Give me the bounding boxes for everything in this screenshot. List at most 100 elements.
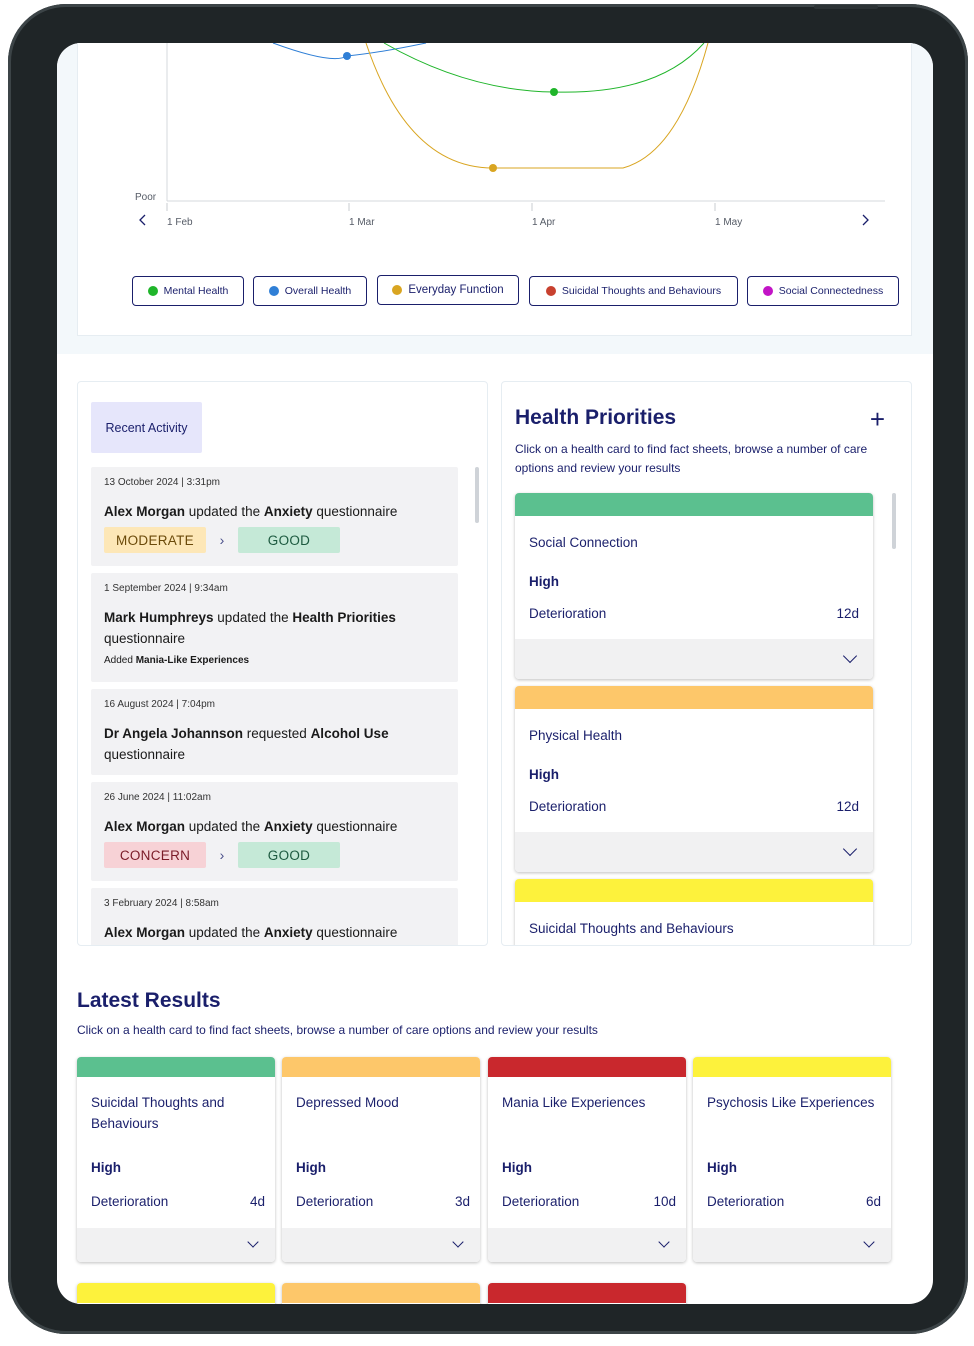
card-level: High bbox=[91, 1160, 121, 1175]
activity-item[interactable]: 1 September 2024 | 9:34am Mark Humphreys… bbox=[91, 573, 458, 682]
series-point-everyday-function bbox=[489, 164, 497, 172]
activity-item[interactable]: 3 February 2024 | 8:58am Alex Morgan upd… bbox=[91, 888, 458, 945]
legend-overall-health[interactable]: Overall Health bbox=[253, 276, 367, 306]
legend-dot-icon bbox=[268, 286, 279, 296]
legend-dot-icon bbox=[147, 286, 158, 296]
status-change: MODERATE › GOOD bbox=[104, 527, 445, 553]
series-point-mental-health bbox=[550, 88, 558, 96]
tab-recent-activity[interactable]: Recent Activity bbox=[91, 402, 202, 453]
chevron-down-icon[interactable] bbox=[658, 1236, 670, 1248]
card-footer[interactable] bbox=[515, 832, 873, 872]
result-card[interactable] bbox=[488, 1283, 686, 1304]
health-card[interactable]: Physical Health High Deterioration 12d bbox=[515, 686, 873, 872]
health-card[interactable]: Suicidal Thoughts and Behaviours bbox=[515, 879, 873, 945]
activity-text: Alex Morgan updated the Anxiety question… bbox=[104, 819, 398, 834]
card-trend: Deterioration 6d bbox=[707, 1194, 881, 1209]
chevron-right-icon[interactable] bbox=[862, 214, 869, 226]
chevron-down-icon[interactable] bbox=[452, 1236, 464, 1248]
chevron-left-icon[interactable] bbox=[139, 214, 146, 226]
x-tick-label: 1 Apr bbox=[532, 217, 556, 228]
series-line-everyday-function bbox=[365, 43, 709, 169]
trend-days: 12d bbox=[836, 799, 859, 814]
chart-section: Poor 1 Feb 1 Mar 1 Apr 1 May bbox=[57, 43, 933, 354]
activity-item[interactable]: 16 August 2024 | 7:04pm Dr Angela Johann… bbox=[91, 689, 458, 775]
health-card[interactable]: Social Connection High Deterioration 12d bbox=[515, 493, 873, 679]
card-footer[interactable] bbox=[77, 1228, 275, 1262]
legend-mental-health[interactable]: Mental Health bbox=[132, 276, 244, 306]
trend-days: 6d bbox=[865, 1194, 881, 1209]
card-level: High bbox=[529, 767, 559, 782]
trend-label: Deterioration bbox=[502, 1194, 580, 1209]
scrollbar-thumb[interactable] bbox=[475, 467, 479, 523]
trend-days: 12d bbox=[836, 606, 859, 621]
chevron-down-icon[interactable] bbox=[247, 1236, 259, 1248]
trend-days: 3d bbox=[454, 1194, 470, 1209]
activity-date: 1 September 2024 | 9:34am bbox=[104, 583, 228, 594]
chevron-down-icon[interactable] bbox=[842, 648, 858, 664]
card-name: Physical Health bbox=[529, 728, 623, 743]
trend-label: Deterioration bbox=[529, 606, 607, 621]
status-badge-from: MODERATE bbox=[104, 527, 206, 553]
result-card[interactable]: Depressed Mood High Deterioration 3d bbox=[282, 1057, 480, 1262]
chart-card: Poor 1 Feb 1 Mar 1 Apr 1 May bbox=[77, 43, 912, 336]
section-title: Health Priorities bbox=[515, 406, 677, 429]
plus-icon[interactable]: + bbox=[869, 404, 885, 434]
chevron-down-icon[interactable] bbox=[863, 1236, 875, 1248]
legend-dot-icon bbox=[762, 286, 773, 296]
legend-label: Social Connectedness bbox=[778, 285, 884, 297]
section-description: Click on a health card to find fact shee… bbox=[77, 1023, 598, 1037]
card-color-bar bbox=[693, 1057, 891, 1077]
legend-suicidal-thoughts[interactable]: Suicidal Thoughts and Behaviours bbox=[529, 276, 738, 306]
card-level: High bbox=[296, 1160, 326, 1175]
activity-text: Dr Angela Johannson requested Alcohol Us… bbox=[104, 726, 389, 762]
x-tick-label: 1 May bbox=[715, 217, 742, 228]
activity-date: 13 October 2024 | 3:31pm bbox=[104, 477, 221, 488]
trend-label: Deterioration bbox=[91, 1194, 169, 1209]
card-footer[interactable] bbox=[282, 1228, 480, 1262]
status-change: CONCERN › GOOD bbox=[104, 842, 445, 868]
legend-label: Everyday Function bbox=[408, 284, 504, 296]
section-title: Latest Results bbox=[77, 989, 221, 1012]
card-footer[interactable] bbox=[515, 639, 873, 679]
card-footer[interactable] bbox=[693, 1228, 891, 1262]
activity-item[interactable]: 26 June 2024 | 11:02am Alex Morgan updat… bbox=[91, 782, 458, 881]
activity-text: Alex Morgan updated the Anxiety question… bbox=[104, 504, 398, 519]
card-footer[interactable] bbox=[488, 1228, 686, 1262]
card-trend: Deterioration 12d bbox=[529, 799, 859, 814]
card-trend: Deterioration 10d bbox=[502, 1194, 676, 1209]
card-name: Depressed Mood bbox=[296, 1095, 399, 1110]
card-name: Mania Like Experiences bbox=[502, 1095, 646, 1110]
card-level: High bbox=[707, 1160, 737, 1175]
scrollbar-thumb[interactable] bbox=[892, 493, 896, 549]
legend-everyday-function[interactable]: Everyday Function bbox=[377, 275, 519, 305]
card-color-bar bbox=[515, 493, 873, 516]
card-color-bar bbox=[515, 879, 873, 902]
legend-label: Overall Health bbox=[284, 285, 352, 297]
activity-text: Alex Morgan updated the Anxiety question… bbox=[104, 925, 398, 940]
trend-days: 10d bbox=[653, 1194, 676, 1209]
x-tick-label: 1 Feb bbox=[167, 217, 193, 228]
result-card[interactable]: Mania Like Experiences High Deterioratio… bbox=[488, 1057, 686, 1262]
legend-social-connectedness[interactable]: Social Connectedness bbox=[747, 276, 899, 306]
trend-label: Deterioration bbox=[296, 1194, 374, 1209]
result-card[interactable] bbox=[282, 1283, 480, 1304]
activity-text: Mark Humphreys updated the Health Priori… bbox=[104, 610, 396, 646]
card-color-bar bbox=[488, 1283, 686, 1303]
card-level: High bbox=[502, 1160, 532, 1175]
card-level: High bbox=[529, 574, 559, 589]
tablet-frame: Poor 1 Feb 1 Mar 1 Apr 1 May bbox=[8, 4, 968, 1334]
card-name: Suicidal Thoughts and Behaviours bbox=[91, 1095, 225, 1131]
activity-date: 3 February 2024 | 8:58am bbox=[104, 898, 219, 909]
y-label-poor: Poor bbox=[135, 192, 157, 203]
result-card[interactable]: Suicidal Thoughts and Behaviours High De… bbox=[77, 1057, 275, 1262]
result-card[interactable] bbox=[77, 1283, 275, 1304]
legend-dot-icon bbox=[545, 286, 556, 296]
activity-item[interactable]: 13 October 2024 | 3:31pm Alex Morgan upd… bbox=[91, 467, 458, 566]
chevron-down-icon[interactable] bbox=[842, 841, 858, 857]
card-name: Social Connection bbox=[529, 535, 638, 550]
result-card[interactable]: Psychosis Like Experiences High Deterior… bbox=[693, 1057, 891, 1262]
card-trend: Deterioration 3d bbox=[296, 1194, 470, 1209]
activity-date: 16 August 2024 | 7:04pm bbox=[104, 699, 216, 710]
section-description: Click on a health card to find fact shee… bbox=[515, 442, 868, 475]
card-color-bar bbox=[77, 1283, 275, 1303]
